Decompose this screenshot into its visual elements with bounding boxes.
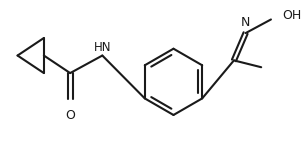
Text: HN: HN	[94, 41, 111, 54]
Text: OH: OH	[283, 9, 302, 22]
Text: N: N	[241, 16, 250, 29]
Text: O: O	[65, 109, 75, 122]
